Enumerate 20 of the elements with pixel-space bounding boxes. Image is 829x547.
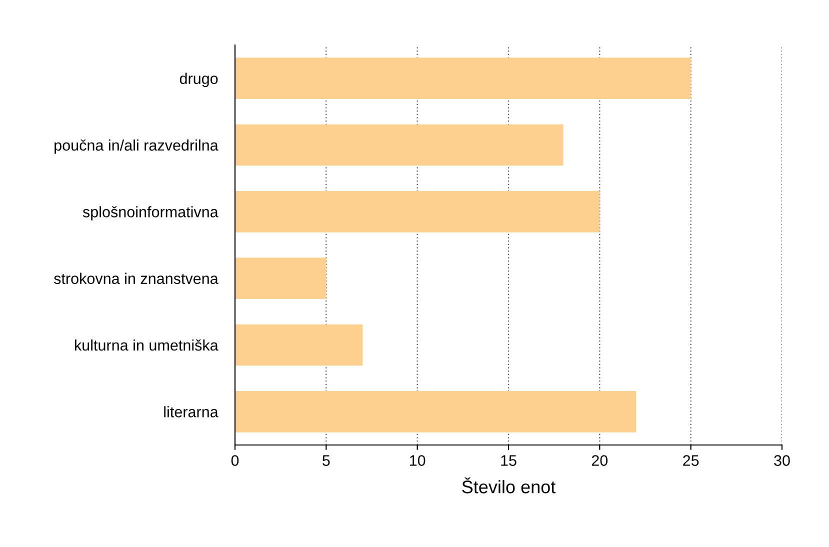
- bar: [235, 324, 363, 366]
- bar: [235, 191, 600, 232]
- bar: [235, 258, 326, 299]
- x-axis-title: Število enot: [462, 477, 556, 494]
- x-tick-label: 30: [774, 455, 790, 466]
- x-tick-label: 25: [683, 455, 699, 466]
- bar: [235, 391, 636, 432]
- x-tick-label: 0: [231, 455, 239, 466]
- y-tick-label: splošnoinformativna: [82, 206, 218, 220]
- x-tick-label: 10: [410, 455, 426, 466]
- y-tick-label: strokovna in znanstvena: [54, 272, 218, 284]
- y-tick-label: drugo: [180, 72, 218, 88]
- bar: [235, 124, 564, 166]
- x-tick-label: 20: [592, 455, 608, 466]
- x-tick-label: 15: [501, 455, 516, 466]
- y-tick-label: poučna in/ali razvedrilna: [54, 139, 218, 154]
- x-tick-label: 5: [322, 455, 330, 466]
- bar: [235, 58, 691, 99]
- y-tick-label: kulturna in umetniška: [75, 339, 218, 351]
- y-tick-label: literarna: [164, 406, 218, 418]
